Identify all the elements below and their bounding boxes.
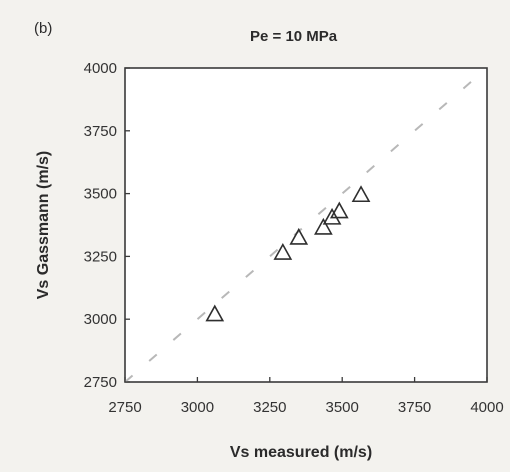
x-tick-label: 2750 <box>108 399 141 416</box>
x-tick-label: 3250 <box>253 399 286 416</box>
x-tick-label: 3750 <box>398 399 431 416</box>
y-axis-ticks: 2750 3000 3250 3500 3750 4000 <box>84 60 130 391</box>
plot-frame <box>124 67 488 383</box>
y-tick-label: 4000 <box>84 60 117 77</box>
y-tick-label: 3750 <box>84 123 117 140</box>
chart-title: Pe = 10 MPa <box>250 28 338 45</box>
y-tick-label: 2750 <box>84 374 117 391</box>
data-point-triangle <box>351 185 371 203</box>
x-tick-label: 4000 <box>470 399 503 416</box>
data-point-triangle <box>289 227 309 245</box>
data-point-triangle <box>205 304 225 322</box>
panel-label: (b) <box>34 20 53 37</box>
data-point-triangle <box>329 201 349 219</box>
y-tick-label: 3250 <box>84 248 117 265</box>
data-point-triangle <box>314 217 333 235</box>
x-axis-title: Vs measured (m/s) <box>230 444 372 461</box>
x-axis-ticks: 2750 3000 3250 3500 3750 4000 <box>108 377 504 416</box>
data-points <box>205 185 371 322</box>
x-tick-label: 3000 <box>181 399 214 416</box>
x-tick-label: 3500 <box>326 399 359 416</box>
y-tick-label: 3500 <box>84 186 117 203</box>
data-point-triangle <box>322 207 342 225</box>
data-point-triangle <box>273 242 293 260</box>
y-tick-label: 3000 <box>84 311 117 328</box>
y-axis-title: Vs Gassmann (m/s) <box>35 151 52 300</box>
